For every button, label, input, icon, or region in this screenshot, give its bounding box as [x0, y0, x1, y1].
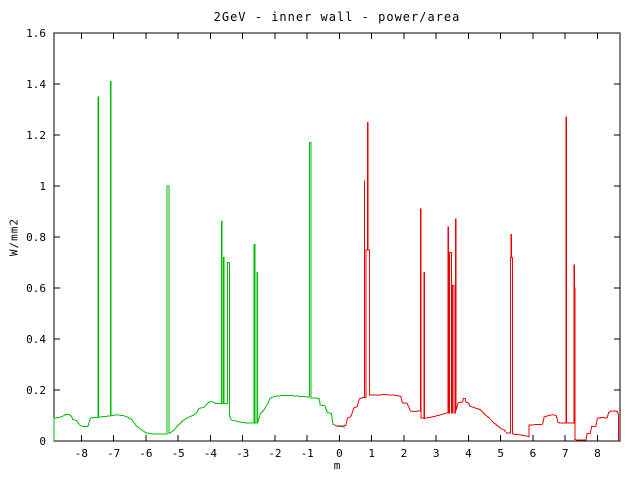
x-tick-label: -1 — [301, 447, 314, 460]
x-tick-label: 3 — [433, 447, 440, 460]
y-tick-label: 1.2 — [26, 129, 46, 142]
x-tick-label: 2 — [401, 447, 408, 460]
series-red — [335, 116, 620, 441]
y-tick-label: 0.6 — [26, 282, 46, 295]
y-axis-label: W/mm2 — [7, 217, 21, 257]
x-tick-label: 7 — [562, 447, 569, 460]
y-tick-label: 0.8 — [26, 231, 46, 244]
x-tick-label: -4 — [204, 447, 218, 460]
y-tick-label: 1 — [39, 180, 46, 193]
x-tick-label: 4 — [465, 447, 472, 460]
x-tick-label: -2 — [268, 447, 281, 460]
series-green — [53, 81, 346, 441]
x-tick-label: 5 — [497, 447, 504, 460]
y-tick-label: 0 — [39, 435, 46, 448]
chart-title: 2GeV - inner wall - power/area — [213, 10, 461, 24]
x-tick-label: 6 — [530, 447, 537, 460]
y-tick-label: 0.4 — [26, 333, 46, 346]
x-tick-label: -8 — [75, 447, 88, 460]
x-tick-label: -5 — [172, 447, 185, 460]
x-tick-label: -7 — [107, 447, 120, 460]
x-tick-label: -6 — [139, 447, 152, 460]
y-tick-label: 1.4 — [26, 78, 46, 91]
x-axis-label: m — [333, 459, 341, 472]
x-tick-label: -3 — [236, 447, 249, 460]
x-tick-label: 8 — [594, 447, 601, 460]
x-tick-label: 0 — [336, 447, 343, 460]
y-tick-label: 0.2 — [26, 384, 46, 397]
x-tick-label: 1 — [368, 447, 375, 460]
y-tick-label: 1.6 — [26, 27, 46, 40]
